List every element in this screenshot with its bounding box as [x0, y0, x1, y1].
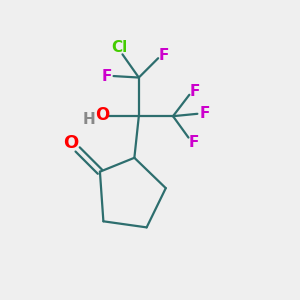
- Text: O: O: [95, 106, 109, 124]
- Text: O: O: [64, 134, 79, 152]
- Text: F: F: [102, 69, 112, 84]
- Text: F: F: [199, 106, 210, 121]
- Text: F: F: [189, 134, 199, 149]
- Text: H: H: [83, 112, 96, 127]
- Text: Cl: Cl: [111, 40, 127, 55]
- Text: F: F: [159, 48, 169, 63]
- Text: F: F: [190, 84, 200, 99]
